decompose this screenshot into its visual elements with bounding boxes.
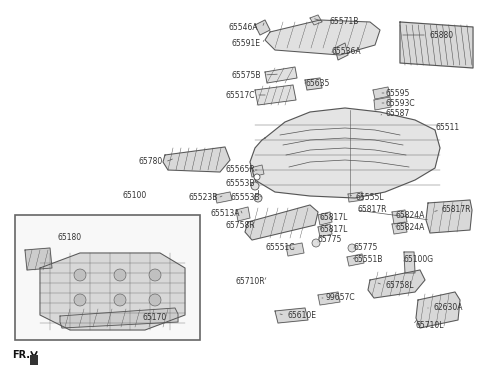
Polygon shape bbox=[373, 87, 390, 99]
Polygon shape bbox=[310, 15, 322, 25]
Polygon shape bbox=[250, 165, 264, 177]
Text: 65817L: 65817L bbox=[320, 225, 348, 234]
Circle shape bbox=[348, 244, 356, 252]
Text: 65517C: 65517C bbox=[226, 90, 255, 99]
Polygon shape bbox=[347, 254, 364, 266]
Circle shape bbox=[254, 194, 262, 202]
Text: 65565R: 65565R bbox=[225, 165, 255, 174]
Text: 65523B: 65523B bbox=[189, 192, 218, 201]
Text: 65553B: 65553B bbox=[226, 178, 255, 188]
Text: 65555L: 65555L bbox=[356, 192, 384, 201]
Text: FR.: FR. bbox=[12, 350, 30, 360]
Circle shape bbox=[74, 294, 86, 306]
Polygon shape bbox=[348, 192, 363, 202]
Text: 65710L: 65710L bbox=[415, 321, 444, 330]
Text: 65551C: 65551C bbox=[265, 243, 295, 252]
Text: 65170: 65170 bbox=[143, 314, 167, 322]
Polygon shape bbox=[318, 212, 332, 225]
Polygon shape bbox=[40, 253, 185, 330]
Bar bbox=[15, 215, 200, 340]
Circle shape bbox=[312, 239, 320, 247]
Polygon shape bbox=[286, 243, 304, 256]
Polygon shape bbox=[335, 43, 348, 60]
Text: 65100: 65100 bbox=[123, 192, 147, 201]
Polygon shape bbox=[30, 355, 38, 365]
Text: 65551B: 65551B bbox=[353, 255, 383, 264]
Polygon shape bbox=[265, 67, 297, 83]
Polygon shape bbox=[236, 207, 250, 221]
Text: 65880: 65880 bbox=[430, 30, 454, 39]
Circle shape bbox=[149, 294, 161, 306]
Text: 65775: 65775 bbox=[353, 243, 377, 252]
Text: 65610E: 65610E bbox=[287, 310, 316, 320]
Polygon shape bbox=[250, 108, 440, 198]
Text: 65817R: 65817R bbox=[442, 206, 471, 214]
Circle shape bbox=[251, 182, 259, 190]
Text: 65511: 65511 bbox=[435, 123, 459, 132]
Circle shape bbox=[149, 269, 161, 281]
Text: 65817L: 65817L bbox=[320, 213, 348, 222]
Polygon shape bbox=[318, 224, 332, 237]
Polygon shape bbox=[404, 252, 415, 273]
Text: 65824A: 65824A bbox=[395, 222, 424, 231]
Text: 65758L: 65758L bbox=[385, 280, 413, 290]
Text: 65180: 65180 bbox=[57, 234, 81, 243]
Text: 65587: 65587 bbox=[386, 108, 410, 117]
Polygon shape bbox=[60, 308, 178, 328]
Text: 62630A: 62630A bbox=[433, 303, 463, 312]
Polygon shape bbox=[25, 248, 52, 270]
Text: 65710R: 65710R bbox=[235, 278, 265, 286]
Text: 65536A: 65536A bbox=[332, 48, 361, 57]
Polygon shape bbox=[392, 222, 407, 234]
Text: 65100G: 65100G bbox=[403, 255, 433, 264]
Text: 65575B: 65575B bbox=[231, 70, 261, 80]
Polygon shape bbox=[392, 210, 407, 224]
Text: 65553B: 65553B bbox=[230, 192, 260, 201]
Polygon shape bbox=[426, 200, 472, 233]
Polygon shape bbox=[368, 270, 425, 298]
Polygon shape bbox=[416, 292, 460, 328]
Text: 65546A: 65546A bbox=[228, 24, 258, 33]
Text: 65513A: 65513A bbox=[211, 209, 240, 218]
Text: 65817R: 65817R bbox=[358, 206, 387, 214]
Text: 65758R: 65758R bbox=[226, 220, 255, 230]
Text: 65595: 65595 bbox=[386, 88, 410, 98]
Text: 65591E: 65591E bbox=[231, 39, 260, 48]
Polygon shape bbox=[255, 20, 270, 35]
Polygon shape bbox=[305, 78, 322, 90]
Text: 65775: 65775 bbox=[318, 236, 342, 244]
Polygon shape bbox=[215, 192, 232, 203]
Polygon shape bbox=[255, 85, 296, 105]
Polygon shape bbox=[163, 147, 230, 172]
Polygon shape bbox=[400, 22, 473, 68]
Circle shape bbox=[114, 269, 126, 281]
Polygon shape bbox=[265, 20, 380, 55]
Text: 65571B: 65571B bbox=[330, 18, 360, 27]
Circle shape bbox=[254, 174, 260, 180]
Text: 99657C: 99657C bbox=[325, 294, 355, 303]
Text: 65635: 65635 bbox=[305, 78, 329, 87]
Text: 65780: 65780 bbox=[139, 158, 163, 166]
Polygon shape bbox=[374, 97, 391, 110]
Circle shape bbox=[74, 269, 86, 281]
Polygon shape bbox=[318, 292, 340, 305]
Circle shape bbox=[114, 294, 126, 306]
Text: 65593C: 65593C bbox=[386, 99, 416, 108]
Text: 65824A: 65824A bbox=[395, 210, 424, 219]
Polygon shape bbox=[245, 205, 318, 240]
Polygon shape bbox=[275, 308, 308, 323]
